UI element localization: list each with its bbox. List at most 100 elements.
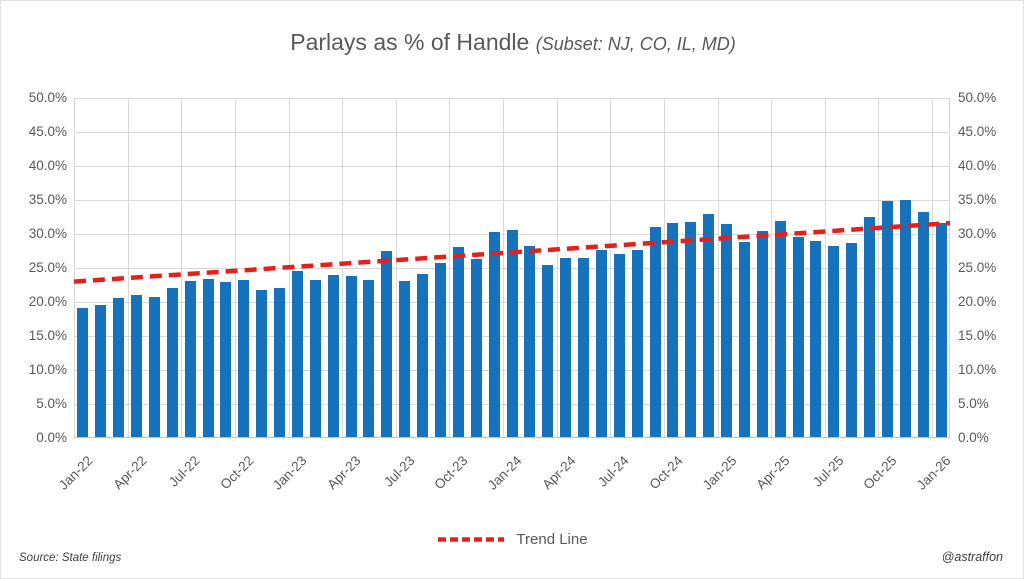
x-axis-line xyxy=(74,437,950,438)
bar xyxy=(184,280,196,437)
h-gridline xyxy=(74,132,950,133)
y-tick-label-right: 15.0% xyxy=(958,328,997,343)
y-tick-label-left: 50.0% xyxy=(28,90,67,105)
bar xyxy=(363,280,375,437)
plot-area xyxy=(73,98,951,438)
bar xyxy=(113,297,125,437)
bar xyxy=(220,281,232,437)
y-tick-label-right: 20.0% xyxy=(958,294,997,309)
v-gridline xyxy=(824,98,826,438)
bar xyxy=(238,279,250,437)
author-credit: @astraffon xyxy=(941,550,1003,564)
bar xyxy=(864,217,876,437)
source-note: Source: State filings xyxy=(19,552,122,564)
legend-label: Trend Line xyxy=(516,531,588,548)
bar xyxy=(703,214,715,437)
v-gridline xyxy=(181,98,183,438)
bar xyxy=(470,259,482,437)
bar xyxy=(452,246,464,437)
trend-line-legend-sample xyxy=(438,537,505,542)
y-tick-label-right: 5.0% xyxy=(958,396,989,411)
v-gridline xyxy=(342,98,344,438)
bar xyxy=(291,270,303,437)
bar xyxy=(202,278,214,437)
bar xyxy=(756,231,768,437)
y-tick-label-left: 20.0% xyxy=(28,294,67,309)
bar xyxy=(667,223,679,437)
v-gridline xyxy=(717,98,719,438)
bar xyxy=(434,262,446,437)
v-gridline xyxy=(878,98,880,438)
bar xyxy=(256,289,268,437)
y-tick-label-right: 10.0% xyxy=(958,362,997,377)
bar xyxy=(792,236,804,437)
trend-line xyxy=(73,220,951,284)
bar xyxy=(810,240,822,437)
v-gridline xyxy=(395,98,397,438)
y-tick-label-left: 5.0% xyxy=(36,396,67,411)
bar xyxy=(578,257,589,437)
y-tick-label-right: 30.0% xyxy=(958,226,997,241)
bar xyxy=(148,297,160,437)
bar xyxy=(738,242,750,437)
bar xyxy=(613,253,625,437)
chart-title: Parlays as % of Handle (Subset: NJ, CO, … xyxy=(1,29,1023,56)
bar xyxy=(399,280,411,437)
y-tick-label-right: 25.0% xyxy=(958,260,997,275)
bar xyxy=(381,251,393,437)
y-tick-label-left: 15.0% xyxy=(28,328,67,343)
y-tick-label-right: 50.0% xyxy=(958,90,997,105)
v-gridline xyxy=(771,98,773,438)
v-gridline xyxy=(556,98,558,438)
chart-subtitle: (Subset: NJ, CO, IL, MD) xyxy=(535,34,736,54)
y-tick-label-left: 30.0% xyxy=(28,226,67,241)
bar xyxy=(309,279,321,437)
v-gridline xyxy=(610,98,612,438)
bar xyxy=(560,258,572,437)
h-gridline xyxy=(74,200,950,201)
v-gridline xyxy=(234,98,236,438)
v-gridline xyxy=(127,98,129,438)
v-gridline xyxy=(74,98,75,438)
bar xyxy=(327,275,339,437)
h-gridline xyxy=(74,166,950,167)
bar xyxy=(774,221,786,437)
bar xyxy=(917,212,929,437)
v-gridline xyxy=(449,98,451,438)
bar xyxy=(77,308,89,437)
h-gridline xyxy=(74,98,950,99)
bar xyxy=(595,249,607,437)
bar xyxy=(846,242,858,437)
bar xyxy=(166,288,178,437)
v-gridline xyxy=(663,98,665,438)
bar xyxy=(131,294,143,437)
bar xyxy=(649,227,661,437)
bar xyxy=(274,287,286,437)
bar xyxy=(721,224,733,437)
v-gridline xyxy=(932,98,934,438)
bar xyxy=(95,305,107,437)
y-tick-label-right: 45.0% xyxy=(958,124,997,139)
v-gridline xyxy=(503,98,505,438)
v-gridline xyxy=(949,98,950,438)
bar xyxy=(488,231,500,437)
bar xyxy=(345,276,357,437)
y-tick-label-right: 35.0% xyxy=(958,192,997,207)
y-tick-label-left: 10.0% xyxy=(28,362,67,377)
y-tick-label-right: 0.0% xyxy=(958,430,989,445)
bar xyxy=(506,229,518,437)
bar xyxy=(631,250,643,437)
bar xyxy=(899,200,911,437)
y-tick-label-right: 40.0% xyxy=(958,158,997,173)
bar xyxy=(524,246,536,437)
y-tick-label-left: 40.0% xyxy=(28,158,67,173)
bar xyxy=(685,221,697,437)
y-tick-label-left: 45.0% xyxy=(28,124,67,139)
bar xyxy=(828,245,840,437)
bar xyxy=(417,274,429,437)
bar xyxy=(881,201,893,437)
bar xyxy=(935,223,947,437)
bar xyxy=(542,264,554,437)
legend: Trend Line xyxy=(1,531,1023,548)
